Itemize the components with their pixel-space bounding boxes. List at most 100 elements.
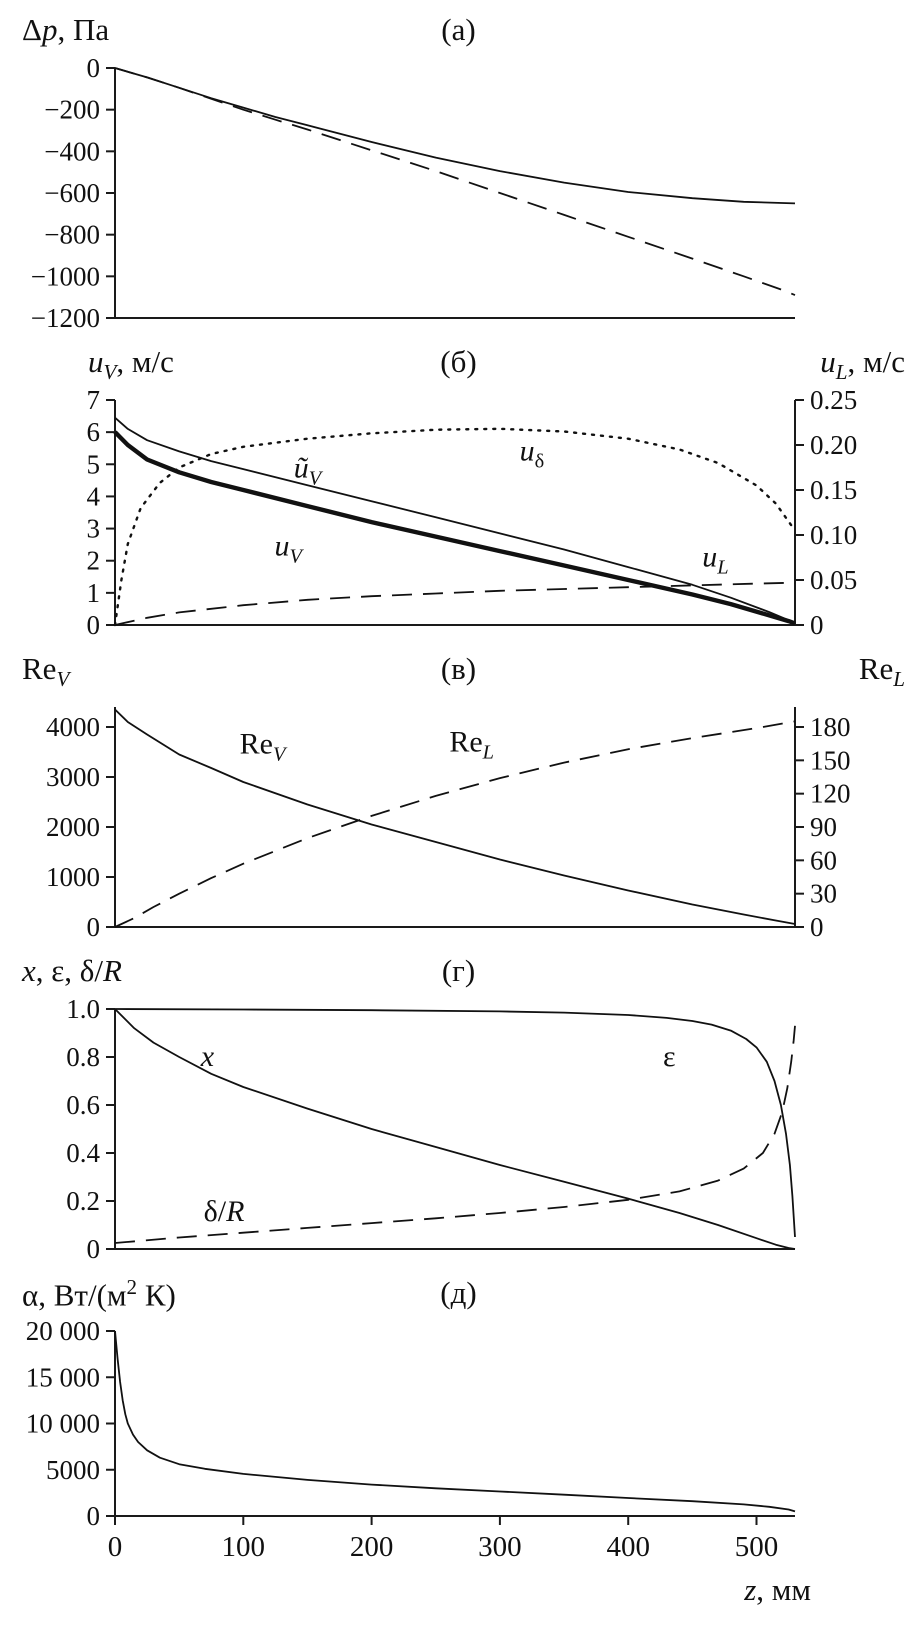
y-tick-label: −200 bbox=[44, 95, 100, 125]
panel-d-svg: 0 5000 10 000 15 000 20 000 0 100 200 300 400 500 bbox=[26, 1319, 796, 1563]
y-tick-label-right: 0.05 bbox=[810, 565, 857, 595]
curve-label: uδ bbox=[519, 434, 545, 473]
y-tick-label: 2 bbox=[87, 546, 101, 576]
y-tick-label: 0 bbox=[87, 610, 101, 640]
y-tick-label: 0 bbox=[87, 1234, 101, 1264]
panel-g-title: (г) bbox=[441, 953, 476, 988]
panel-v-y-label: ReV bbox=[22, 651, 70, 692]
x-axis-label-row: z, мм bbox=[0, 1572, 917, 1620]
panel-d-y-label: α, Вт/(м2 К) bbox=[22, 1275, 176, 1313]
y-tick-label: 6 bbox=[87, 417, 101, 447]
x-axis-label: z, мм bbox=[744, 1572, 811, 1607]
y-tick-label-right: 0.15 bbox=[810, 475, 857, 505]
y-tick-label: 15 000 bbox=[26, 1362, 100, 1392]
panel-a-y-label: Δp, Па bbox=[22, 12, 110, 47]
panel-a-header: Δp, Па (а) bbox=[0, 8, 917, 56]
panel-g-svg: 0 0.2 0.4 0.6 0.8 1.0 bbox=[66, 997, 796, 1264]
series-x-quality bbox=[114, 1008, 796, 1250]
series-ReL bbox=[114, 720, 796, 928]
y-tick-label: 7 bbox=[87, 388, 101, 415]
series-uV-tilde bbox=[114, 417, 796, 625]
x-tick-label: 0 bbox=[108, 1531, 123, 1563]
panel-b-header: uV, м/с (б) uL, м/с bbox=[0, 340, 917, 388]
series-dp-dashed bbox=[114, 67, 796, 296]
y-tick-label: 0.8 bbox=[66, 1042, 100, 1072]
y-tick-label: −600 bbox=[44, 178, 100, 208]
panel-a: Δp, Па (а) 0 −200 −400 −600 −800 −1000 −1200 bbox=[0, 8, 917, 334]
curve-label: ε bbox=[662, 1040, 676, 1073]
y-tick-label-right: 30 bbox=[810, 879, 837, 909]
y-tick-label: 20 000 bbox=[26, 1319, 100, 1346]
curve-label: uL bbox=[702, 540, 729, 579]
series-dp-solid bbox=[114, 67, 796, 205]
panel-d-title: (д) bbox=[440, 1275, 477, 1310]
panel-v-header: ReV (в) ReL bbox=[0, 647, 917, 695]
panel-b-y-label: uV, м/с bbox=[88, 344, 174, 385]
y-tick-label-right: 0 bbox=[810, 610, 824, 640]
panel-g-y-label: x, ε, δ/R bbox=[22, 953, 122, 988]
y-tick-label: −1200 bbox=[31, 303, 100, 333]
y-tick-label-right: 0.20 bbox=[810, 430, 857, 460]
curve-label: ReL bbox=[449, 725, 495, 763]
y-tick-label-right: 90 bbox=[810, 812, 837, 842]
x-tick-label: 500 bbox=[735, 1531, 779, 1563]
series-ReV bbox=[114, 708, 796, 925]
y-tick-label: 1 bbox=[87, 578, 101, 608]
series-epsilon bbox=[114, 1008, 796, 1238]
curve-label: δ/R bbox=[203, 1194, 245, 1228]
y-tick-label-right: 120 bbox=[810, 779, 851, 809]
panel-v-title: (в) bbox=[440, 651, 477, 686]
curve-label: x bbox=[200, 1040, 215, 1073]
y-tick-label: 3 bbox=[87, 514, 101, 544]
panel-a-svg: 0 −200 −400 −600 −800 −1000 −1200 bbox=[31, 56, 796, 333]
panel-d: α, Вт/(м2 К) (д) 0 5000 10 000 15 000 20 000… bbox=[0, 1271, 917, 1566]
panel-a-plot-area: 0 −200 −400 −600 −800 −1000 −1200 bbox=[0, 56, 917, 334]
y-tick-label-right: 0.25 bbox=[810, 388, 857, 415]
y-tick-label: 0.6 bbox=[66, 1090, 100, 1120]
panel-b: uV, м/с (б) uL, м/с 0 1 2 3 4 5 6 7 0 0.05 0.10 0.1… bbox=[0, 340, 917, 641]
curve-label: uV bbox=[274, 529, 302, 568]
panel-v-right-y-label: ReL bbox=[858, 651, 905, 692]
y-tick-label: 4 bbox=[87, 481, 101, 511]
y-tick-label: 3000 bbox=[46, 762, 100, 792]
panel-d-header: α, Вт/(м2 К) (д) bbox=[0, 1271, 917, 1319]
curve-label: ũV bbox=[293, 451, 322, 490]
y-tick-label: 10 000 bbox=[26, 1409, 100, 1439]
panel-g-header: x, ε, δ/R (г) bbox=[0, 949, 917, 997]
series-uL bbox=[114, 581, 796, 626]
y-tick-label-right: 150 bbox=[810, 745, 851, 775]
y-tick-label: −400 bbox=[44, 136, 100, 166]
panel-d-plot-area: 0 5000 10 000 15 000 20 000 0 100 200 300 400 500 bbox=[0, 1319, 917, 1566]
curve-label: ReV bbox=[239, 727, 286, 766]
x-tick-label: 300 bbox=[478, 1531, 522, 1563]
y-tick-label: 1.0 bbox=[66, 997, 100, 1024]
x-tick-label: 200 bbox=[350, 1531, 394, 1563]
series-delta-over-R bbox=[114, 1025, 796, 1244]
y-tick-label: 5000 bbox=[46, 1455, 100, 1485]
panel-a-title: (а) bbox=[441, 12, 476, 47]
series-uV-thick bbox=[113, 430, 796, 626]
series-alpha bbox=[114, 1330, 796, 1513]
y-tick-label-right: 0 bbox=[810, 912, 824, 942]
y-tick-label: 2000 bbox=[46, 812, 100, 842]
panel-g: x, ε, δ/R (г) 0 0.2 0.4 0.6 0.8 1.0 x ε δ/R bbox=[0, 949, 917, 1265]
x-tick-label: 400 bbox=[606, 1531, 650, 1563]
panel-v: ReV (в) ReL 0 1000 2000 3000 4000 0 30 60 90 120 1… bbox=[0, 647, 917, 943]
y-tick-label: 0.2 bbox=[66, 1186, 100, 1216]
y-tick-label: 0 bbox=[87, 56, 101, 83]
panel-b-plot-area: 0 1 2 3 4 5 6 7 0 0.05 0.10 0.15 0.20 0.25 ũV uδ uV uL bbox=[0, 388, 917, 641]
y-tick-label-right: 180 bbox=[810, 712, 851, 742]
y-tick-label: −800 bbox=[44, 220, 100, 250]
panel-b-right-y-label: uL, м/с bbox=[820, 344, 905, 385]
y-tick-label: 0.4 bbox=[66, 1138, 100, 1168]
y-tick-label: 0 bbox=[87, 912, 101, 942]
y-tick-label: 4000 bbox=[46, 712, 100, 742]
x-tick-label: 100 bbox=[222, 1531, 266, 1563]
y-tick-label-right: 60 bbox=[810, 845, 837, 875]
y-tick-label: 1000 bbox=[46, 862, 100, 892]
panel-g-plot-area: 0 0.2 0.4 0.6 0.8 1.0 x ε δ/R bbox=[0, 997, 917, 1265]
y-tick-label: −1000 bbox=[31, 261, 100, 291]
panel-b-title: (б) bbox=[440, 344, 477, 379]
